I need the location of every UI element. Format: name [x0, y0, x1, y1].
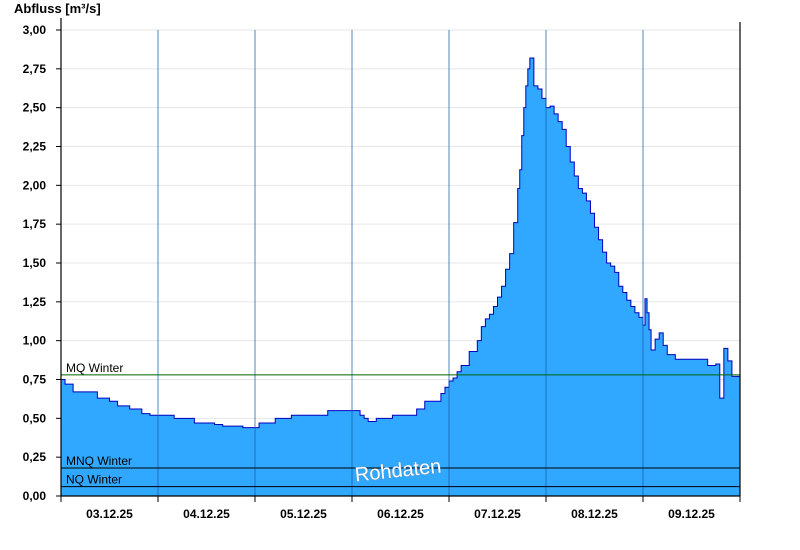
discharge-area [61, 57, 740, 497]
x-tick-label: 03.12.25 [86, 507, 133, 521]
x-tick-label: 09.12.25 [668, 507, 715, 521]
x-tick-label: 04.12.25 [183, 507, 230, 521]
y-tick-label: 1,75 [23, 217, 47, 231]
reference-line-label: MQ Winter [66, 361, 123, 375]
y-tick-label: 0,00 [23, 489, 47, 503]
y-tick-label: 3,00 [23, 23, 47, 37]
y-tick-label: 1,25 [23, 295, 47, 309]
y-axis-label: Abfluss [m³/s] [14, 1, 101, 16]
x-tick-label: 08.12.25 [571, 507, 618, 521]
y-tick-label: 2,00 [23, 178, 47, 192]
y-tick-label: 0,25 [23, 450, 47, 464]
y-tick-label: 2,25 [23, 140, 47, 154]
reference-line-label: NQ Winter [66, 473, 122, 487]
y-tick-label: 1,00 [23, 334, 47, 348]
x-tick-label: 06.12.25 [377, 507, 424, 521]
discharge-line [61, 57, 740, 429]
y-tick-label: 0,75 [23, 373, 47, 387]
x-tick-label: 07.12.25 [474, 507, 521, 521]
x-tick-label: 05.12.25 [280, 507, 327, 521]
y-tick-label: 0,50 [23, 411, 47, 425]
y-tick-label: 2,75 [23, 62, 47, 76]
y-tick-label: 1,50 [23, 256, 47, 270]
reference-line-label: MNQ Winter [66, 454, 132, 468]
y-tick-label: 2,50 [23, 101, 47, 115]
